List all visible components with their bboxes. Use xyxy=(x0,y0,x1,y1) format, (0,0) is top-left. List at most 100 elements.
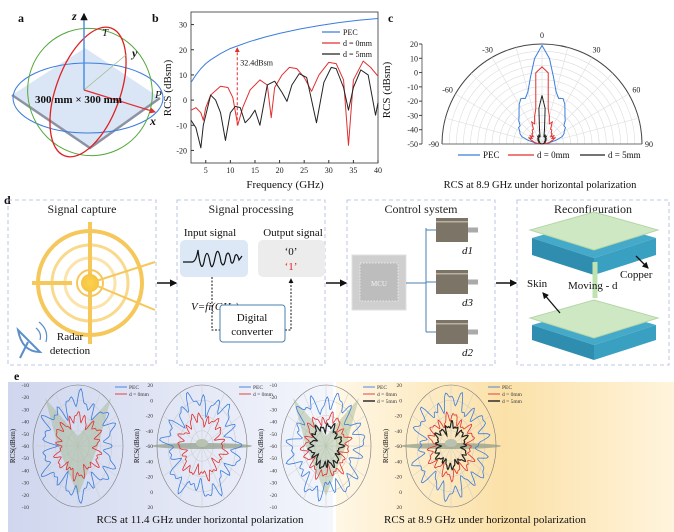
radial-tick-label: 0 xyxy=(399,398,402,404)
legend-label: d = 0mm xyxy=(129,392,150,398)
box-reconfiguration xyxy=(516,199,670,366)
output-signal-label: Output signal xyxy=(263,227,323,239)
radial-tick-label: -60 xyxy=(22,444,30,450)
radial-tick-label: -40 xyxy=(407,126,418,135)
radial-tick-label: -20 xyxy=(146,475,154,481)
radial-tick-label: -10 xyxy=(22,383,30,389)
legend-label: d = 0mm xyxy=(502,392,523,398)
output-signal-box xyxy=(258,240,325,277)
panel-label-e: e xyxy=(14,369,20,383)
radial-tick-label: 20 xyxy=(397,383,403,389)
legend-d5: d = 5mm xyxy=(608,150,641,160)
y-axis-label: RCS(dBsm) xyxy=(257,428,265,463)
polar-pattern-0 xyxy=(40,387,116,505)
radial-tick-label: -40 xyxy=(270,468,278,474)
output-1: ‘1’ xyxy=(285,261,298,273)
box-title-signal-capture: Signal capture xyxy=(48,202,117,216)
mcu-pins xyxy=(359,262,399,302)
x-tick-label: 20 xyxy=(276,166,284,175)
plot-frame xyxy=(190,11,379,164)
x-tick-label: 5 xyxy=(204,166,208,175)
copper-arrow xyxy=(635,255,649,269)
x-tick-label: 40 xyxy=(374,166,382,175)
dashed-connector xyxy=(285,278,294,331)
caption-left: RCS at 11.4 GHz under horizontal polariz… xyxy=(96,514,304,526)
y-tick-label: -10 xyxy=(176,121,187,130)
polar-spoke xyxy=(541,117,639,145)
y-axis-label: RCS(dBsm) xyxy=(9,428,17,463)
dashed-connector xyxy=(211,277,220,331)
annotation-label: 32.4dBsm xyxy=(240,58,273,67)
radial-tick-label: -30 xyxy=(22,407,30,413)
y-axis-label: RCS (dBsm) xyxy=(162,59,174,116)
radial-tick-label: -10 xyxy=(407,83,418,92)
radial-tick-label: 20 xyxy=(397,505,403,511)
radial-tick-label: 0 xyxy=(150,398,153,404)
radial-tick-label: 20 xyxy=(410,40,418,49)
polar-spoke xyxy=(455,93,543,145)
radial-tick-label: -20 xyxy=(395,475,403,481)
radial-tick-label: -30 xyxy=(22,481,30,487)
radar-target-icon xyxy=(32,222,156,344)
y-axis xyxy=(83,53,128,91)
angle-tick-label: 90 xyxy=(645,140,653,149)
panel-label-d: d xyxy=(4,193,11,207)
polar-pattern-1 xyxy=(52,410,103,482)
legend: PEC d = 0mm d = 5mm xyxy=(458,150,641,160)
x-tick-label: 30 xyxy=(325,166,333,175)
panel-label-c: c xyxy=(388,11,394,25)
digital-converter-box xyxy=(219,304,286,343)
angle-tick-label: -90 xyxy=(428,140,439,149)
radial-tick-label: -20 xyxy=(270,493,278,499)
converter-label: Digital xyxy=(237,312,268,324)
skin-structure-top xyxy=(528,211,660,275)
radial-tick-label: -60 xyxy=(395,444,403,450)
waveform-icon xyxy=(183,249,243,268)
motor-stripe xyxy=(436,323,468,325)
polar-pattern-1 xyxy=(177,412,229,482)
panel-c-chart: c RCS (dBsm) -90 -60 -30 0 30 60 90 20 10 0 -10 -20… xyxy=(381,11,653,191)
polar-spoke xyxy=(541,57,593,145)
y-tick-label: -20 xyxy=(176,146,187,155)
polar-pattern-1 xyxy=(426,411,476,483)
motor-label: d1 xyxy=(462,245,473,257)
x-tick-label: 10 xyxy=(226,166,234,175)
radial-tick-label: -40 xyxy=(146,429,154,435)
angle-tick-label: -30 xyxy=(482,46,493,55)
y-tick-label: 30 xyxy=(179,21,187,30)
red-orbit xyxy=(49,26,127,158)
radial-tick-label: -10 xyxy=(270,383,278,389)
radial-tick-label: -10 xyxy=(270,505,278,511)
polar-spoke xyxy=(541,73,613,145)
polar-spoke xyxy=(491,57,543,145)
box-control-system xyxy=(346,199,496,366)
radial-tick-label: -40 xyxy=(22,468,30,474)
panel-a: a z y x T P 300 mm × 300 mm xyxy=(11,9,164,158)
input-signal-box xyxy=(180,240,248,277)
angle-tick-label: 0 xyxy=(540,31,544,40)
background-left xyxy=(8,382,333,532)
radial-tick-label: 0 xyxy=(414,69,418,78)
radar-dish-icon xyxy=(16,321,48,359)
input-signal-label: Input signal xyxy=(184,227,236,239)
radial-tick-label: -50 xyxy=(22,456,30,462)
y-axis-label: RCS(dBsm) xyxy=(382,428,390,463)
polar-spoke xyxy=(303,393,349,499)
copper-label: Copper xyxy=(620,269,653,281)
motor-label: d2 xyxy=(462,347,474,359)
legend-d5: d = 5mm xyxy=(343,50,373,59)
radial-tick-label: -30 xyxy=(407,111,418,120)
radial-tick-label: -20 xyxy=(270,395,278,401)
aircraft-cockpit xyxy=(196,439,208,447)
P-label: P xyxy=(154,89,162,101)
legend-d0: d = 0mm xyxy=(537,150,570,160)
polar-series-1 xyxy=(527,66,557,145)
polar-spoke xyxy=(515,47,543,145)
polar-spoke xyxy=(541,93,629,145)
mcu-label: MCU xyxy=(371,280,387,288)
panel-d-workflow: d Signal capture Signal processing Contr… xyxy=(4,193,670,366)
series-line-0 xyxy=(190,18,379,83)
x-tick-label: 25 xyxy=(300,166,308,175)
skin-label: Skin xyxy=(527,278,548,290)
x-axis-label: Frequency (GHz) xyxy=(246,179,324,191)
